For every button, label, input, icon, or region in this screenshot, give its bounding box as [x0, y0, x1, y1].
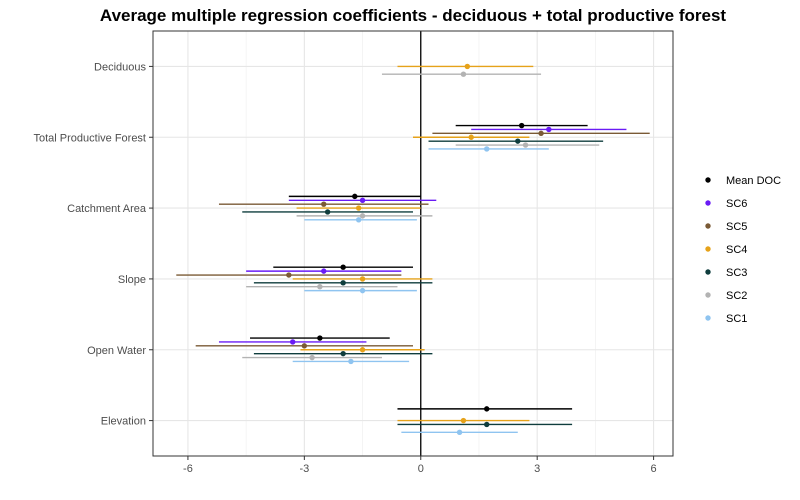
point-sc1-total-productive-forest [484, 146, 490, 152]
point-sc6-slope [321, 268, 327, 274]
legend-label-sc2: SC2 [726, 290, 747, 302]
legend-key-sc4 [705, 246, 711, 252]
legend-label-sc6: SC6 [726, 198, 747, 210]
legend-key-sc5 [705, 223, 711, 229]
point-sc4-deciduous [464, 63, 471, 70]
point-sc5-slope [286, 272, 292, 278]
plot-background [153, 31, 673, 456]
point-sc2-slope [317, 284, 323, 290]
point-sc5-total-productive-forest [538, 130, 544, 137]
legend-key-sc3 [705, 269, 711, 275]
y-tick-label-slope: Slope [118, 274, 146, 286]
point-mean-doc-total-productive-forest [518, 122, 525, 129]
point-sc4-total-productive-forest [468, 134, 474, 140]
point-sc4-slope [359, 276, 366, 282]
point-sc3-catchment-area [324, 209, 331, 215]
legend-label-sc3: SC3 [726, 267, 747, 279]
point-sc5-open-water [301, 343, 308, 349]
point-sc3-total-productive-forest [515, 138, 521, 144]
legend-key-mean-doc [705, 177, 711, 183]
point-sc4-catchment-area [355, 205, 362, 211]
point-sc4-elevation [460, 417, 467, 424]
legend-label-sc5: SC5 [726, 221, 747, 233]
legend-key-sc2 [705, 292, 711, 298]
point-sc1-open-water [348, 358, 354, 365]
x-tick-label: 0 [418, 463, 424, 475]
point-sc3-slope [340, 280, 346, 286]
point-sc6-open-water [290, 339, 296, 345]
point-sc6-catchment-area [359, 197, 366, 203]
point-sc3-elevation [484, 421, 490, 428]
y-tick-label-elevation: Elevation [101, 416, 146, 428]
point-mean-doc-catchment-area [352, 193, 358, 200]
point-sc1-slope [359, 287, 366, 294]
point-sc5-catchment-area [321, 201, 327, 207]
point-sc1-catchment-area [355, 217, 362, 223]
point-sc6-total-productive-forest [546, 126, 552, 133]
point-mean-doc-elevation [484, 406, 490, 412]
y-tick-label-open-water: Open Water [87, 345, 146, 357]
y-tick-label-catchment-area: Catchment Area [67, 203, 147, 215]
point-sc2-open-water [309, 354, 315, 361]
point-mean-doc-slope [340, 264, 346, 270]
legend-label-sc4: SC4 [726, 244, 747, 256]
point-sc4-open-water [359, 347, 366, 353]
legend-label-mean-doc: Mean DOC [726, 175, 781, 187]
plot-border [152, 30, 674, 457]
x-tick-label: 6 [651, 463, 657, 475]
point-sc2-deciduous [460, 71, 467, 77]
x-tick-label: -6 [183, 463, 193, 475]
chart-title: Average multiple regression coefficients… [100, 6, 726, 25]
plot-area: -6 -3 0 3 6 Deciduous Total Productive Forest C… [34, 30, 674, 475]
point-sc3-open-water [340, 350, 346, 357]
legend-label-sc1: SC1 [726, 313, 747, 325]
point-sc1-elevation [456, 429, 463, 435]
point-sc2-catchment-area [359, 213, 366, 219]
x-tick-label: 3 [534, 463, 540, 475]
x-tick-label: -3 [299, 463, 309, 475]
legend: Mean DOC SC6 SC5 SC4 SC3 SC2 SC1 [705, 175, 781, 325]
point-mean-doc-open-water [317, 335, 323, 341]
legend-key-sc6 [705, 200, 711, 206]
y-tick-label-deciduous: Deciduous [94, 61, 146, 73]
point-sc2-total-productive-forest [522, 142, 529, 148]
y-tick-label-total-productive-forest: Total Productive Forest [34, 132, 147, 144]
legend-key-sc1 [705, 315, 711, 321]
